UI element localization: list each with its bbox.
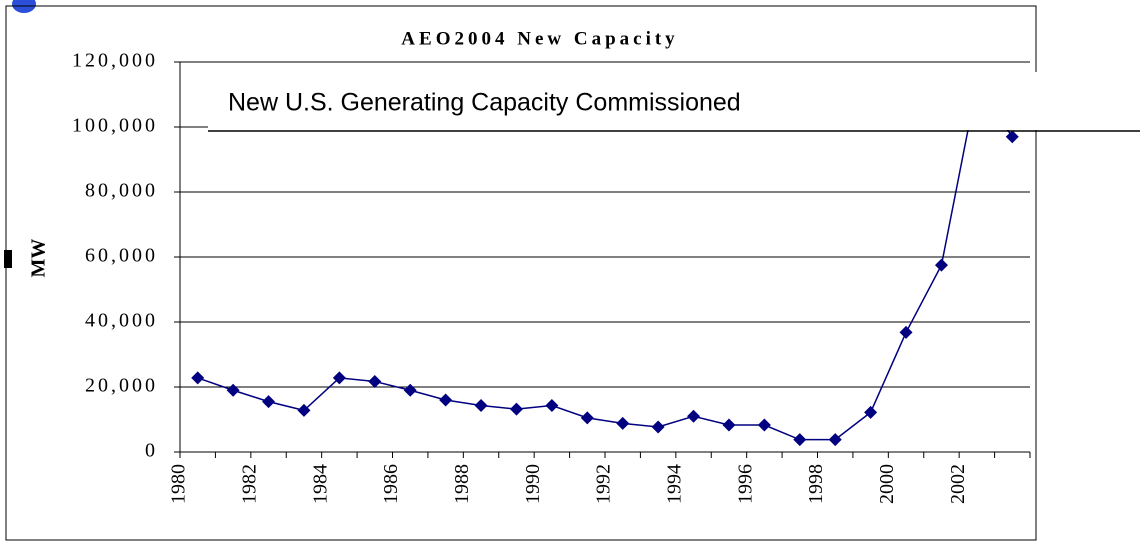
x-tick-label: 1996 <box>734 464 756 504</box>
point-marker <box>899 325 913 339</box>
point-marker <box>934 258 948 272</box>
x-tick-label: 1994 <box>663 464 685 504</box>
y-tick-label: 120,000 <box>72 50 158 72</box>
annotation-box <box>208 72 1148 130</box>
y-tick-label: 20,000 <box>85 375 158 397</box>
x-tick-label: 1980 <box>168 464 190 504</box>
x-tick-label: 1988 <box>451 464 473 504</box>
y-tick-label: 0 <box>145 440 158 462</box>
point-marker <box>368 374 382 388</box>
point-marker <box>226 383 240 397</box>
point-marker <box>262 395 276 409</box>
point-marker <box>545 399 559 413</box>
x-tick-label: 1982 <box>238 464 260 504</box>
point-marker <box>439 393 453 407</box>
point-marker <box>297 403 311 417</box>
y-tick-label: 60,000 <box>85 245 158 267</box>
annotation: New U.S. Generating Capacity Commissione… <box>228 89 741 117</box>
logo-fragment <box>4 250 12 268</box>
point-marker <box>580 411 594 425</box>
x-tick-label: 1984 <box>309 464 331 504</box>
x-tick-label: 1990 <box>522 464 544 504</box>
series-line <box>197 82 1013 441</box>
point-marker <box>651 420 665 434</box>
x-tick-label: 2000 <box>876 464 898 504</box>
y-tick-label: 80,000 <box>85 180 158 202</box>
point-marker <box>722 418 736 432</box>
point-marker <box>509 402 523 416</box>
point-marker <box>864 405 878 419</box>
point-marker <box>191 371 205 385</box>
x-tick-label: 1992 <box>593 464 615 504</box>
point-marker <box>616 416 630 430</box>
point-marker <box>474 399 488 413</box>
point-marker <box>793 433 807 447</box>
point-marker <box>1005 130 1019 144</box>
point-marker <box>332 371 346 385</box>
point-marker <box>757 418 771 432</box>
y-tick-label: 100,000 <box>72 115 158 137</box>
x-tick-label: 1998 <box>805 464 827 504</box>
point-marker <box>403 383 417 397</box>
x-tick-label: 1986 <box>380 464 402 504</box>
y-axis-label: MW <box>28 239 50 278</box>
point-marker <box>828 433 842 447</box>
point-marker <box>687 409 701 423</box>
chart-border <box>5 5 1037 541</box>
y-tick-label: 40,000 <box>85 310 158 332</box>
x-tick-label: 2002 <box>947 464 969 504</box>
chart-title: AEO2004 New Capacity <box>401 28 678 49</box>
